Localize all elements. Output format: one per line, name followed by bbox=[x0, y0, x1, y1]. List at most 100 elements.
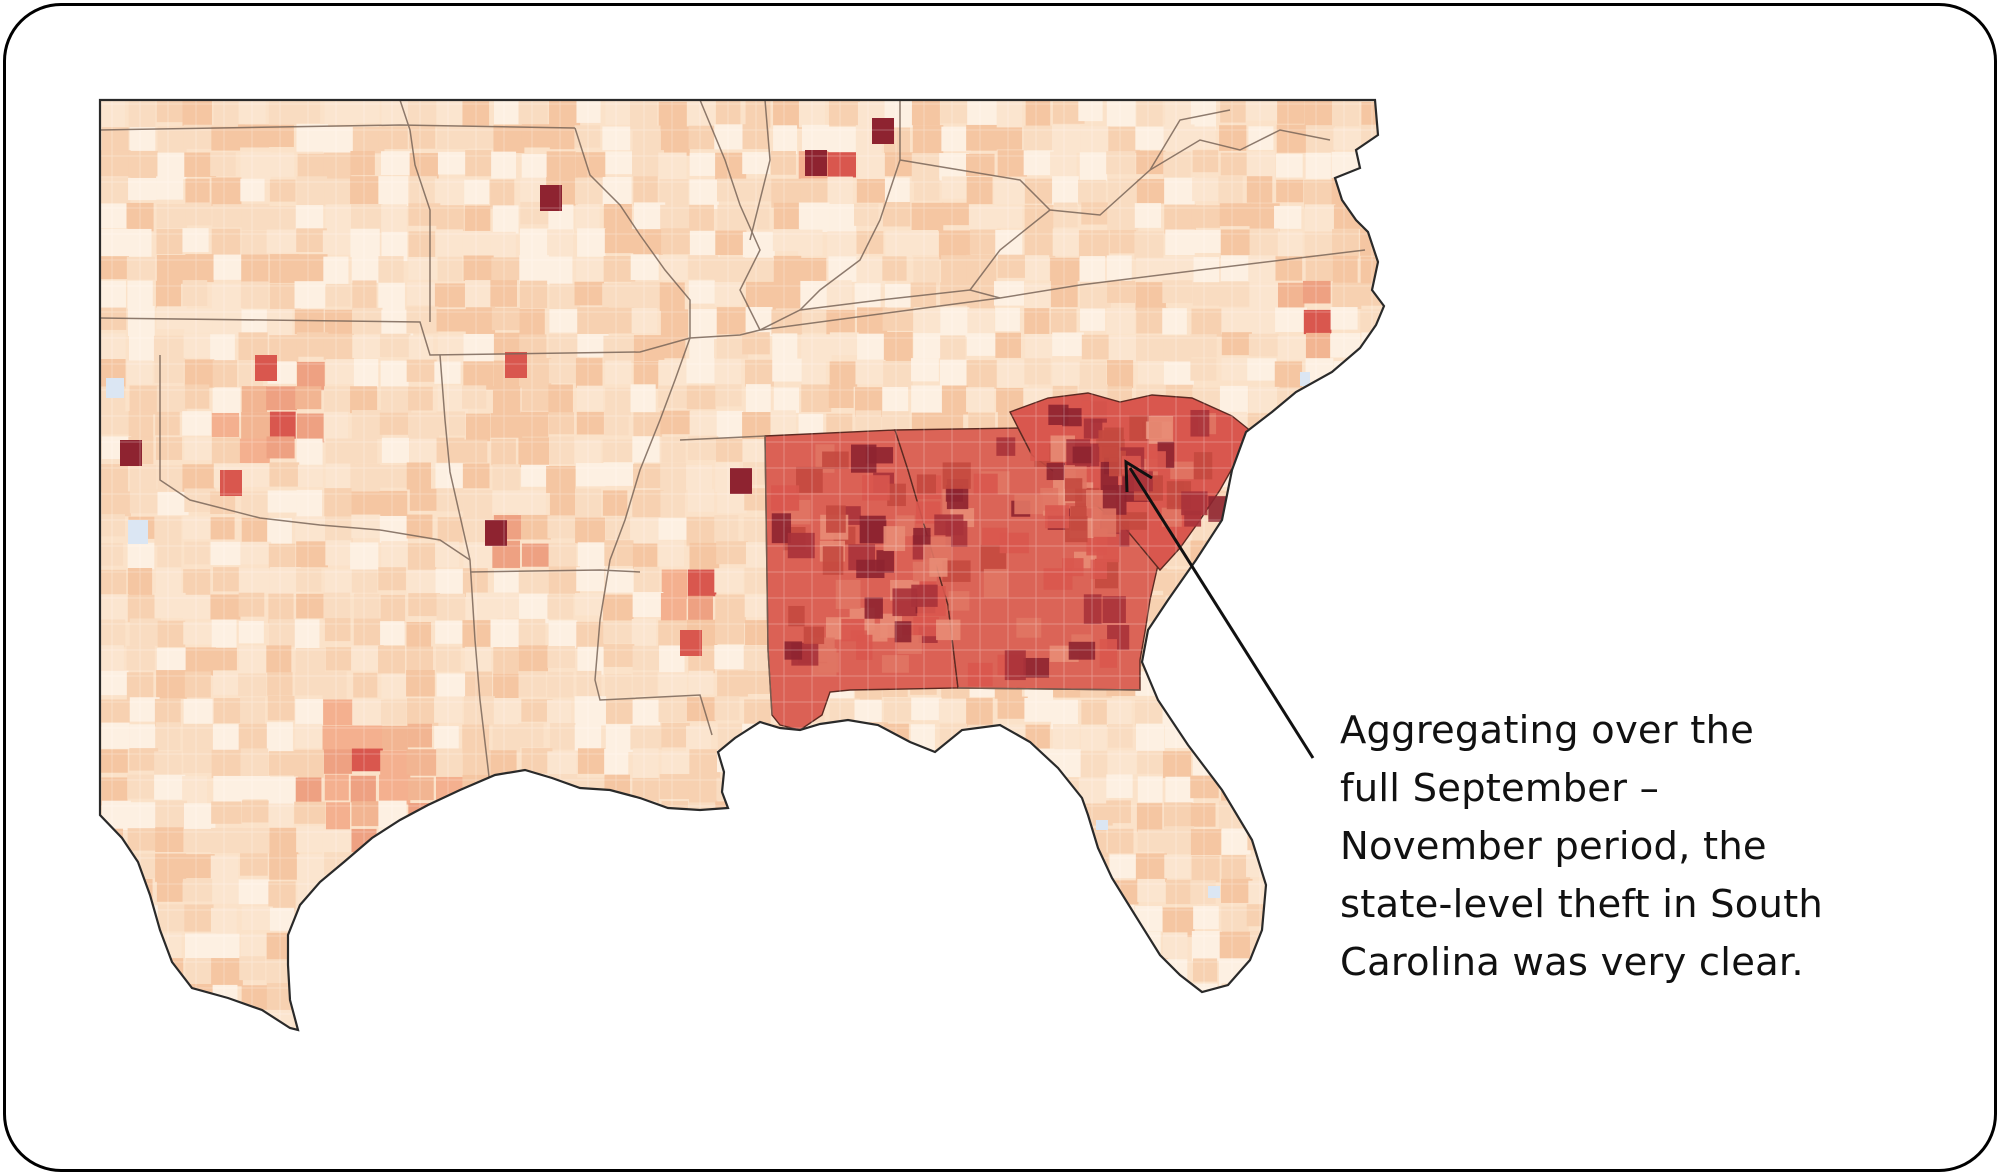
county-cell bbox=[325, 982, 356, 1007]
county-cell bbox=[996, 930, 1029, 954]
county-cell bbox=[968, 932, 999, 961]
county-cell bbox=[521, 957, 553, 987]
county-cell bbox=[800, 855, 830, 883]
annotation-line: full September – bbox=[1340, 766, 1660, 811]
county-cell bbox=[1190, 698, 1221, 724]
county-cell bbox=[1358, 540, 1384, 570]
county-cell bbox=[297, 906, 323, 933]
county-cell bbox=[1024, 985, 1056, 1011]
county-cell bbox=[1163, 673, 1194, 700]
county-cell bbox=[716, 852, 742, 878]
county-cell bbox=[798, 1011, 827, 1030]
county-cell bbox=[1303, 777, 1331, 807]
county-cell bbox=[1388, 463, 1413, 493]
county-cell bbox=[603, 959, 632, 988]
county-cell bbox=[518, 826, 546, 857]
county-cell bbox=[490, 829, 515, 859]
county-cell bbox=[408, 982, 441, 1012]
county-cell bbox=[1163, 644, 1196, 671]
county-cell bbox=[855, 802, 882, 826]
county-cell bbox=[940, 959, 968, 989]
county-cell bbox=[1304, 723, 1329, 750]
county-cell bbox=[1050, 826, 1076, 851]
county-cell bbox=[829, 906, 859, 930]
county-cell bbox=[352, 906, 377, 937]
county-cell bbox=[772, 984, 799, 1014]
county-cell bbox=[884, 933, 915, 957]
county-cell bbox=[1023, 1009, 1048, 1030]
county-cell bbox=[966, 907, 997, 934]
county-cell bbox=[1221, 620, 1253, 647]
county-cell bbox=[576, 801, 605, 825]
county-cell bbox=[1221, 1011, 1252, 1030]
county-cell bbox=[576, 984, 606, 1010]
county-cell bbox=[857, 933, 886, 959]
county-cell bbox=[1305, 569, 1333, 597]
county-cell bbox=[126, 1010, 152, 1030]
county-cell bbox=[1388, 307, 1413, 331]
county-cell bbox=[1162, 982, 1192, 1009]
county-cell bbox=[324, 1011, 353, 1030]
county-cell bbox=[101, 907, 132, 935]
county-cell bbox=[1331, 1011, 1363, 1030]
state-borders bbox=[100, 100, 1366, 786]
county-cell bbox=[519, 931, 550, 956]
county-cell bbox=[1330, 541, 1359, 565]
county-cell bbox=[661, 907, 687, 931]
county-cell bbox=[631, 1008, 659, 1030]
county-cell bbox=[1303, 826, 1330, 856]
county-cell bbox=[1164, 1010, 1194, 1030]
county-cell bbox=[773, 829, 803, 853]
annotation-line: state-level theft in South bbox=[1340, 882, 1824, 927]
county-cell bbox=[1330, 439, 1359, 465]
county-cell bbox=[462, 957, 494, 987]
county-cell bbox=[491, 984, 516, 1009]
county-cell bbox=[1360, 645, 1384, 669]
county-cell bbox=[1274, 593, 1303, 616]
county-cell bbox=[997, 749, 1025, 774]
county-cell bbox=[1249, 725, 1281, 751]
county-cell bbox=[882, 800, 907, 830]
county-cell bbox=[1388, 540, 1414, 569]
annotation-text: Aggregating over the full September – No… bbox=[1340, 702, 1900, 992]
county-cell bbox=[549, 956, 578, 981]
county-cell bbox=[1387, 124, 1417, 151]
county-cell bbox=[100, 1010, 125, 1030]
county-cell bbox=[770, 803, 803, 828]
county-cell bbox=[801, 801, 830, 827]
county-cell bbox=[548, 904, 579, 931]
county-cell bbox=[827, 775, 856, 803]
county-cell bbox=[465, 1009, 491, 1030]
county-cell bbox=[464, 985, 497, 1012]
county-cell bbox=[716, 1011, 741, 1030]
county-cell bbox=[465, 801, 498, 826]
county-cell bbox=[574, 879, 602, 904]
county-cell bbox=[1330, 671, 1356, 699]
county-cell bbox=[966, 750, 999, 774]
county-cell bbox=[1388, 205, 1420, 229]
county-cell bbox=[491, 881, 520, 910]
county-grid bbox=[100, 100, 1384, 1030]
county-cell bbox=[910, 777, 942, 803]
county-cell bbox=[1275, 514, 1306, 538]
county-cell bbox=[602, 855, 627, 881]
county-cell bbox=[1274, 647, 1301, 678]
county-cell bbox=[1359, 671, 1384, 700]
county-cell bbox=[101, 881, 130, 909]
county-cell bbox=[743, 930, 771, 955]
county-cell bbox=[1079, 933, 1111, 959]
county-cell bbox=[295, 1008, 320, 1030]
county-cell bbox=[518, 880, 545, 904]
county-cell bbox=[1221, 983, 1254, 1011]
county-cell bbox=[156, 1008, 188, 1030]
county-cell bbox=[295, 984, 323, 1014]
county-cell bbox=[939, 881, 965, 912]
county-cell bbox=[1330, 491, 1363, 521]
county-cell bbox=[1190, 671, 1216, 699]
county-layer bbox=[100, 100, 1420, 1030]
county-cell bbox=[969, 959, 995, 984]
county-cell bbox=[772, 878, 800, 903]
county-cell bbox=[1024, 906, 1056, 934]
county-cell bbox=[966, 852, 999, 877]
